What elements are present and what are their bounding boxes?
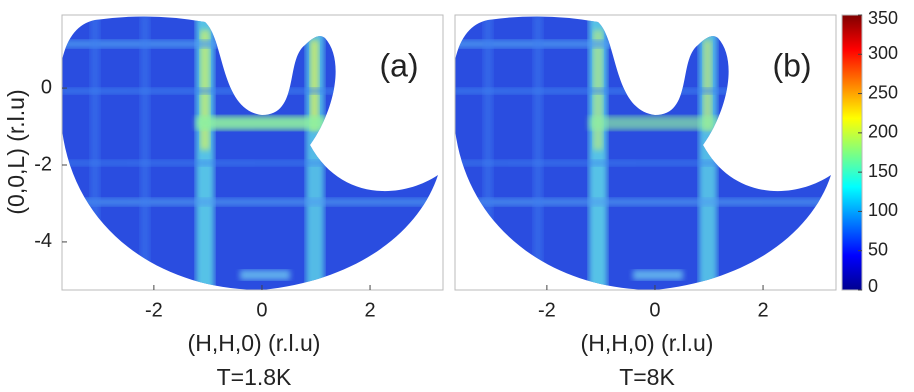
map-streak [455, 198, 831, 206]
map-streak [533, 16, 543, 290]
x-tick-label: -2 [538, 299, 556, 321]
colorbar-tick-label: 150 [868, 161, 898, 181]
colorbar-tick-label: 250 [868, 82, 898, 102]
colorbar-tick-label: 200 [868, 122, 898, 142]
panel-title: T=1.8K [217, 364, 292, 390]
map-streak [240, 270, 290, 280]
map-streak [62, 88, 438, 94]
y-axis-label: (0,0,L) (r.l.u) [3, 89, 29, 214]
map-streak [310, 40, 319, 130]
colorbar-tick-label: 300 [868, 43, 898, 63]
map-streak [196, 116, 326, 130]
colorbar-tick-label: 0 [868, 276, 878, 296]
map-streak [140, 16, 150, 290]
y-tick-label: -2 [34, 153, 52, 175]
y-tick-label: -4 [34, 230, 52, 252]
axes-frame [454, 14, 837, 291]
map-streak [589, 116, 719, 130]
x-tick-label: -2 [145, 299, 163, 321]
colorbar-tick-label: 50 [868, 239, 888, 259]
colorbar-tick-label: 100 [868, 200, 898, 220]
axes-frame [61, 14, 444, 291]
intensity-map [455, 16, 831, 290]
panel-title: T=8K [619, 364, 675, 390]
map-streak [62, 198, 438, 206]
map-streak [455, 88, 831, 94]
colorbar-tick-label: 350 [868, 8, 898, 28]
x-tick-label: 2 [757, 299, 768, 321]
map-streak [703, 40, 712, 130]
map-streak [455, 160, 831, 166]
colorbar [841, 14, 863, 291]
x-tick-label: 0 [256, 299, 267, 321]
x-axis-label: (H,H,0) (r.l.u) [188, 330, 321, 356]
map-streak [483, 16, 493, 290]
intensity-map [62, 16, 438, 290]
x-axis-label: (H,H,0) (r.l.u) [581, 330, 714, 356]
panel-label: (a) [379, 47, 418, 83]
map-streak [633, 270, 683, 280]
map-streak [62, 160, 438, 166]
y-tick-label: 0 [41, 76, 52, 98]
panel-label: (b) [772, 47, 811, 83]
x-tick-label: 0 [649, 299, 660, 321]
map-streak [90, 16, 100, 290]
x-tick-label: 2 [364, 299, 375, 321]
